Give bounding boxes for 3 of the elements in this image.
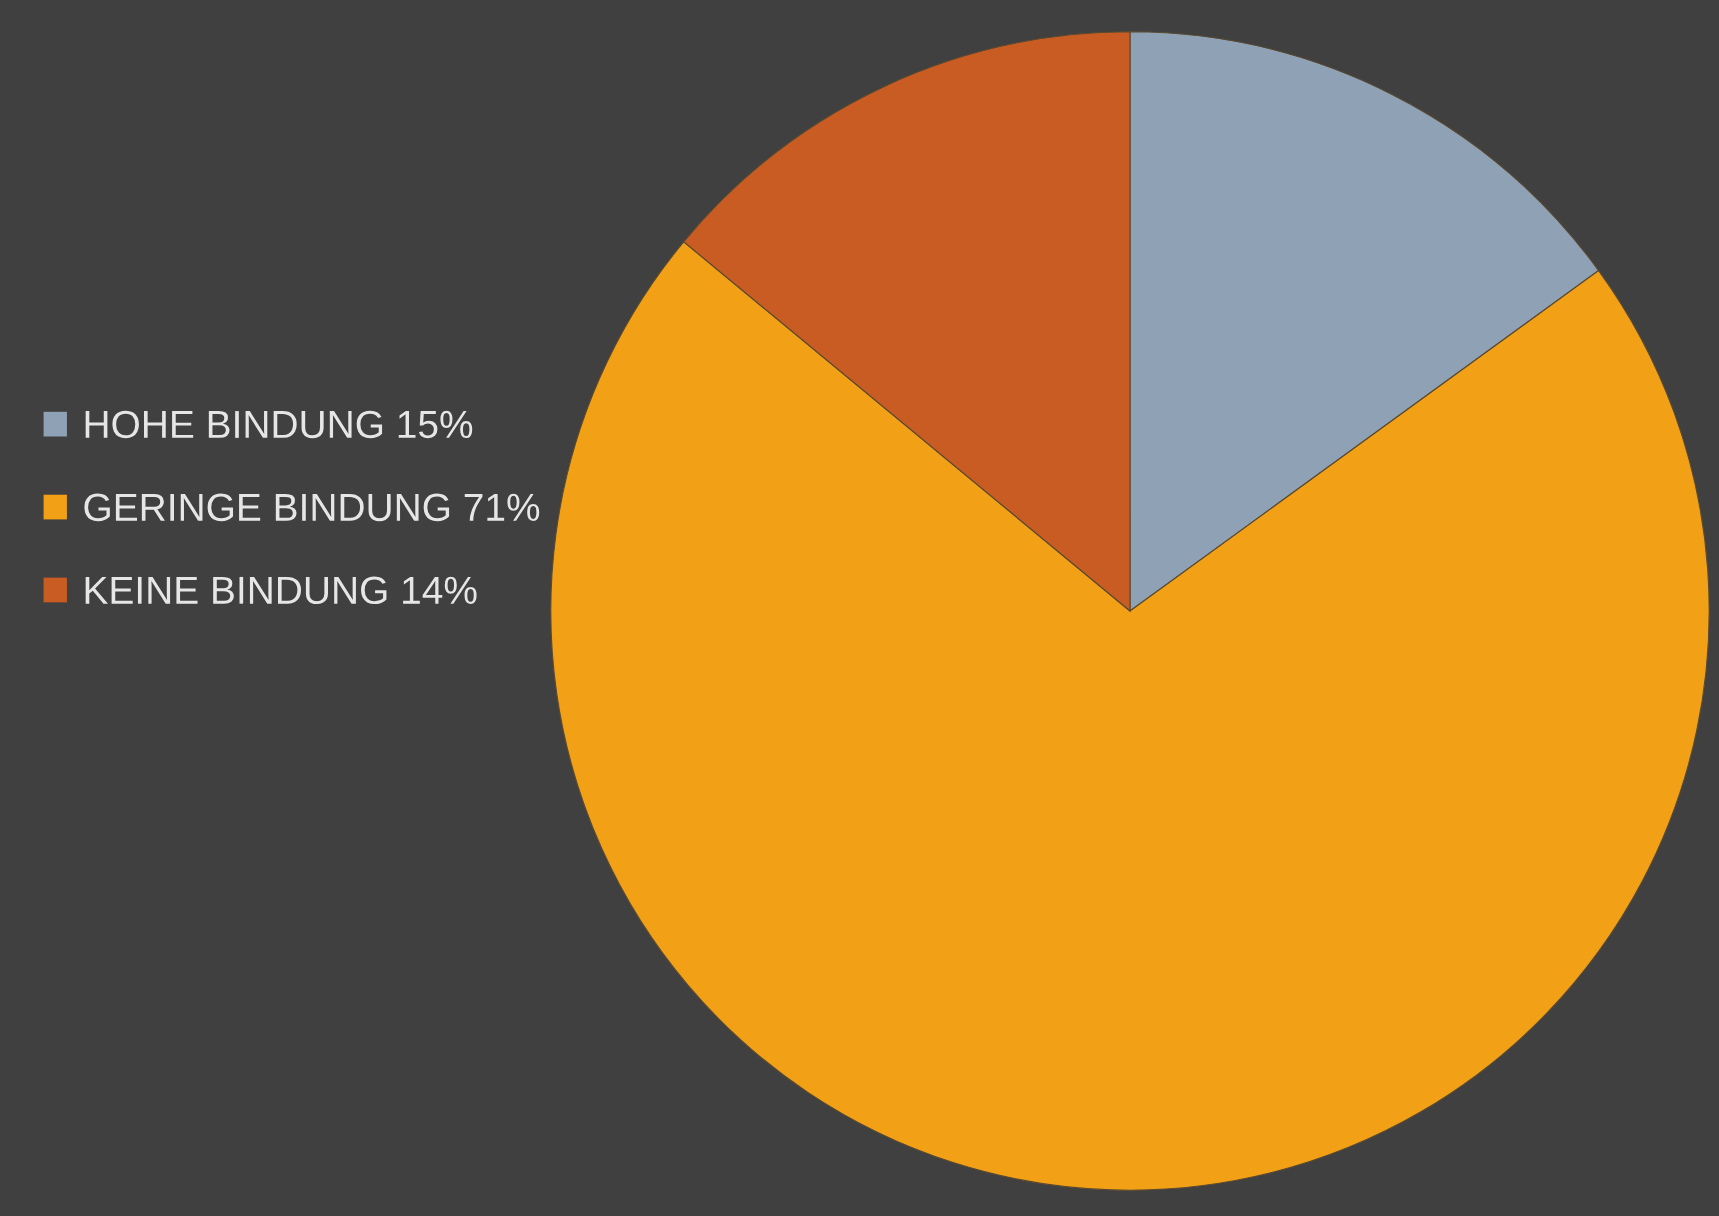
legend-label: KEINE BINDUNG 14%: [85, 576, 477, 605]
legend-label: GERINGE BINDUNG 71%: [84, 493, 540, 522]
legend-label: HOHE BINDUNG 15%: [85, 410, 473, 439]
